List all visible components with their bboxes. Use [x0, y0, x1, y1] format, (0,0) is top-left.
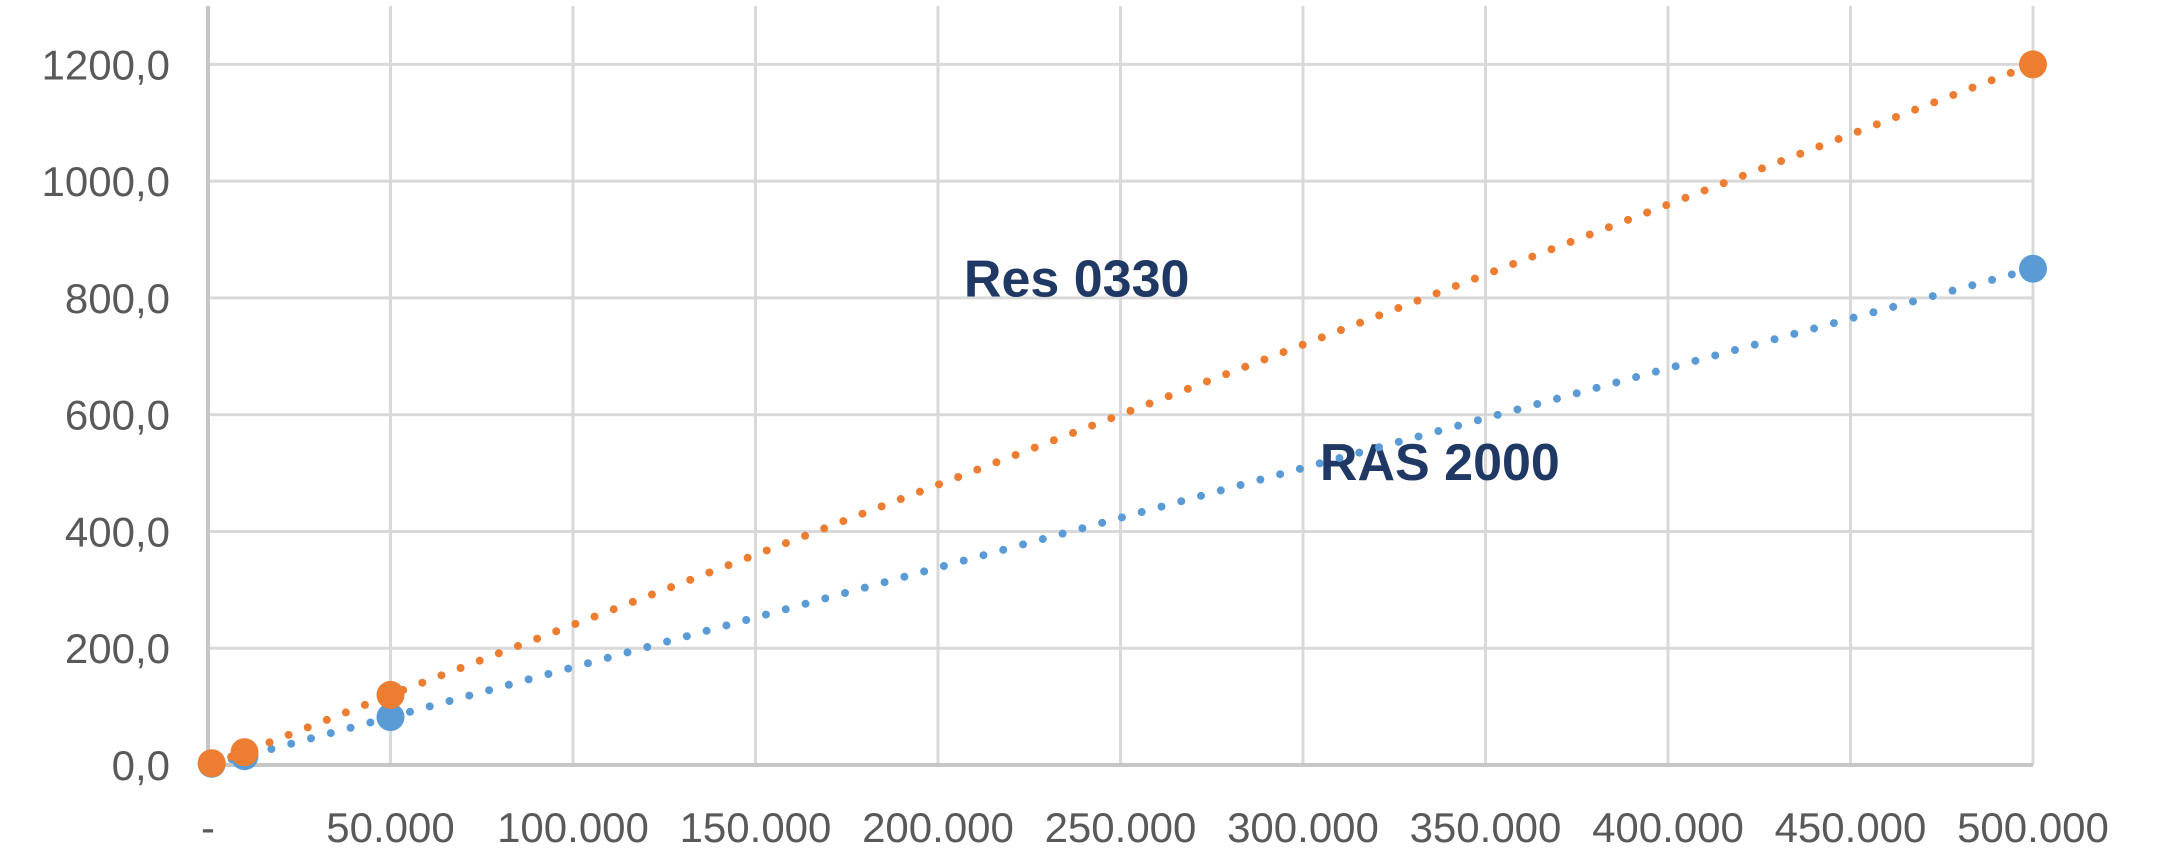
y-axis-tick-label: 400,0 — [65, 508, 170, 555]
y-axis-tick-label: 600,0 — [65, 392, 170, 439]
x-axis-tick-label: - — [201, 804, 215, 851]
x-axis-tick-label: 200.000 — [862, 804, 1014, 851]
x-axis-tick-label: 50.000 — [326, 804, 454, 851]
axes-layer — [206, 6, 2033, 767]
y-axis-tick-label: 1000,0 — [42, 158, 170, 205]
y-axis-tick-label: 200,0 — [65, 625, 170, 672]
data-point-marker-res-0330 — [197, 749, 226, 778]
series-line-ras-2000 — [207, 264, 2037, 768]
data-point-marker-ras-2000 — [376, 703, 405, 732]
data-point-marker-res-0330 — [376, 680, 405, 709]
gridlines-layer — [208, 6, 2035, 765]
x-axis-tick-label: 500.000 — [1957, 804, 2109, 851]
y-axis-tick-label: 0,0 — [112, 742, 170, 789]
x-axis-tick-label: 350.000 — [1410, 804, 1562, 851]
series-label-ras-2000: RAS 2000 — [1320, 434, 1560, 492]
data-series-layer — [197, 50, 2047, 778]
data-point-marker-res-0330 — [230, 738, 259, 767]
series-line-res-0330 — [207, 60, 2037, 768]
y-axis-tick-label: 1200,0 — [42, 41, 170, 88]
series-labels-layer: RAS 2000 Res 0330 — [964, 251, 1560, 492]
x-axis-tick-label: 100.000 — [497, 804, 649, 851]
series-label-res-0330: Res 0330 — [964, 251, 1190, 309]
x-axis-tick-label: 450.000 — [1775, 804, 1927, 851]
data-point-marker-ras-2000 — [2019, 254, 2047, 283]
x-axis-tick-label: 250.000 — [1045, 804, 1197, 851]
x-axis-tick-label: 300.000 — [1227, 804, 1379, 851]
x-axis-tick-label: 150.000 — [680, 804, 832, 851]
data-point-marker-res-0330 — [2019, 50, 2047, 79]
tick-labels-layer: 0,0 200,0 400,0 600,0 800,0 1000,0 1200,0 - 50.0… — [42, 41, 2109, 851]
x-axis-tick-label: 400.000 — [1592, 804, 1744, 851]
y-axis-tick-label: 800,0 — [65, 275, 170, 322]
